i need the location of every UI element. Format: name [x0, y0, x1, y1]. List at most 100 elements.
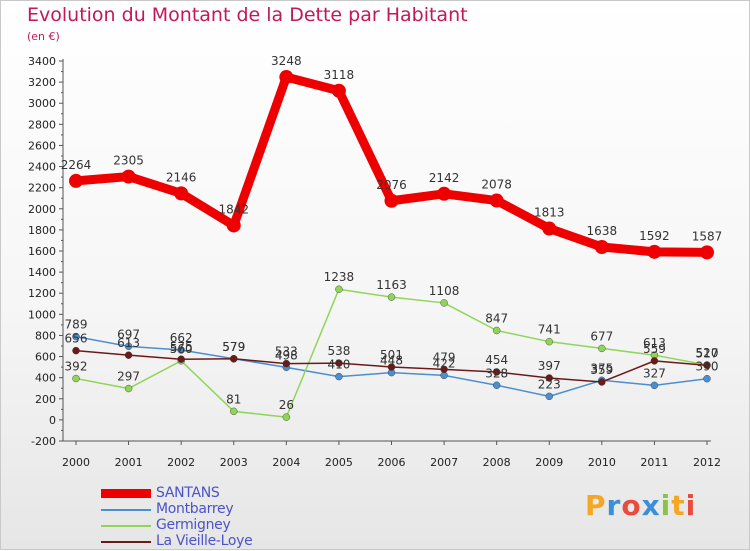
- y-tick-label: 2400: [28, 161, 56, 174]
- x-tick-label: 2005: [325, 456, 353, 469]
- x-tick-label: 2012: [693, 456, 721, 469]
- legend-label: Montbarrey: [156, 501, 234, 517]
- data-point-santans: [489, 193, 504, 208]
- y-tick-label: 3200: [28, 76, 56, 89]
- x-tick-label: 2003: [220, 456, 248, 469]
- logo-letter: r: [606, 489, 622, 522]
- data-point-santans: [174, 186, 189, 201]
- data-label-santans: 1592: [639, 229, 670, 243]
- data-label-la-vieille-loye: 656: [65, 332, 88, 346]
- data-label-santans: 2305: [113, 154, 144, 168]
- data-point-santans: [542, 221, 557, 236]
- data-point-montbarrey: [124, 342, 133, 351]
- y-tick-label: 1000: [28, 308, 56, 321]
- data-label-la-vieille-loye: 454: [485, 353, 508, 367]
- logo-letter: o: [621, 489, 642, 522]
- data-label-la-vieille-loye: 359: [590, 363, 613, 377]
- legend-swatch: [101, 525, 151, 527]
- data-label-la-vieille-loye: 538: [327, 344, 350, 358]
- legend-swatch: [101, 489, 151, 498]
- data-label-germigney: 26: [279, 398, 294, 412]
- data-point-santans: [69, 173, 83, 188]
- data-label-germigney: 81: [226, 392, 241, 406]
- data-label-la-vieille-loye: 559: [643, 342, 666, 356]
- data-label-santans: 1638: [587, 224, 618, 238]
- data-point-la-vieille-loye: [124, 351, 133, 359]
- data-point-germigney: [335, 285, 343, 293]
- data-label-santans: 3248: [271, 54, 302, 68]
- y-tick-label: 1400: [28, 266, 56, 279]
- data-label-santans: 2076: [376, 178, 407, 192]
- data-label-santans: 2078: [481, 178, 512, 192]
- data-point-montbarrey: [650, 381, 659, 390]
- data-point-la-vieille-loye: [230, 355, 238, 363]
- data-point-montbarrey: [492, 381, 501, 389]
- data-label-santans: 1842: [218, 202, 249, 216]
- data-label-germigney: 847: [485, 311, 508, 325]
- data-label-montbarrey: 223: [538, 377, 561, 391]
- data-point-santans: [226, 218, 241, 233]
- x-tick-label: 2000: [62, 456, 90, 469]
- y-tick-label: 3000: [28, 97, 56, 110]
- y-tick-label: 1800: [28, 224, 56, 237]
- data-label-santans: 2264: [61, 158, 92, 172]
- legend-label: Germigney: [156, 517, 231, 533]
- data-label-montbarrey: 422: [433, 356, 456, 370]
- data-point-la-vieille-loye: [598, 378, 606, 386]
- data-point-la-vieille-loye: [440, 365, 448, 374]
- y-tick-label: 2800: [28, 118, 56, 131]
- data-point-santans: [594, 239, 609, 254]
- legend-swatch: [101, 509, 151, 511]
- data-point-germigney: [387, 293, 396, 301]
- logo-letter: x: [641, 489, 661, 522]
- data-point-montbarrey: [177, 346, 185, 354]
- data-label-germigney: 560: [170, 342, 193, 356]
- data-point-la-vieille-loye: [703, 361, 711, 370]
- data-label-la-vieille-loye: 575: [170, 340, 193, 354]
- data-point-santans: [331, 83, 346, 98]
- data-point-la-vieille-loye: [387, 363, 396, 371]
- x-tick-label: 2010: [588, 456, 616, 469]
- data-label-la-vieille-loye: 517: [696, 346, 719, 360]
- data-point-montbarrey: [703, 375, 711, 383]
- data-point-la-vieille-loye: [335, 359, 343, 367]
- data-label-montbarrey: 328: [485, 366, 508, 380]
- data-point-santans: [437, 186, 452, 201]
- data-label-germigney: 1108: [429, 284, 460, 298]
- data-point-la-vieille-loye: [282, 359, 291, 368]
- data-label-montbarrey: 697: [117, 327, 140, 341]
- y-tick-label: 3400: [28, 55, 56, 68]
- x-tick-label: 2008: [483, 456, 511, 469]
- data-label-germigney: 1163: [376, 278, 407, 292]
- data-label-germigney: 613: [643, 336, 666, 350]
- data-label-la-vieille-loye: 533: [275, 345, 298, 359]
- y-tick-label: 400: [35, 372, 56, 385]
- proxiti-logo: Proxiti: [585, 489, 696, 522]
- data-point-germigney: [124, 384, 133, 393]
- data-point-la-vieille-loye: [492, 368, 501, 376]
- y-tick-label: 1600: [28, 245, 56, 258]
- logo-letter: P: [585, 489, 607, 522]
- data-label-la-vieille-loye: 613: [117, 336, 140, 350]
- y-tick-label: 2000: [28, 203, 56, 216]
- data-label-santans: 1587: [692, 229, 723, 243]
- data-label-montbarrey: 375: [590, 361, 613, 375]
- legend-swatch: [101, 541, 151, 543]
- y-tick-label: 600: [35, 351, 56, 364]
- data-label-germigney: 392: [65, 360, 88, 374]
- data-label-germigney: 1238: [324, 270, 355, 284]
- data-point-germigney: [72, 374, 80, 383]
- x-tick-label: 2007: [430, 456, 458, 469]
- data-label-santans: 2142: [429, 171, 460, 185]
- data-label-la-vieille-loye: 397: [538, 359, 561, 373]
- data-point-germigney: [282, 413, 291, 421]
- data-point-la-vieille-loye: [650, 357, 659, 365]
- data-label-germigney: 677: [590, 329, 613, 343]
- y-tick-label: 2600: [28, 139, 56, 152]
- data-point-santans: [279, 70, 294, 85]
- data-label-montbarrey: 327: [643, 366, 666, 380]
- x-tick-label: 2006: [378, 456, 406, 469]
- x-tick-label: 2011: [640, 456, 668, 469]
- data-label-montbarrey: 662: [170, 331, 193, 345]
